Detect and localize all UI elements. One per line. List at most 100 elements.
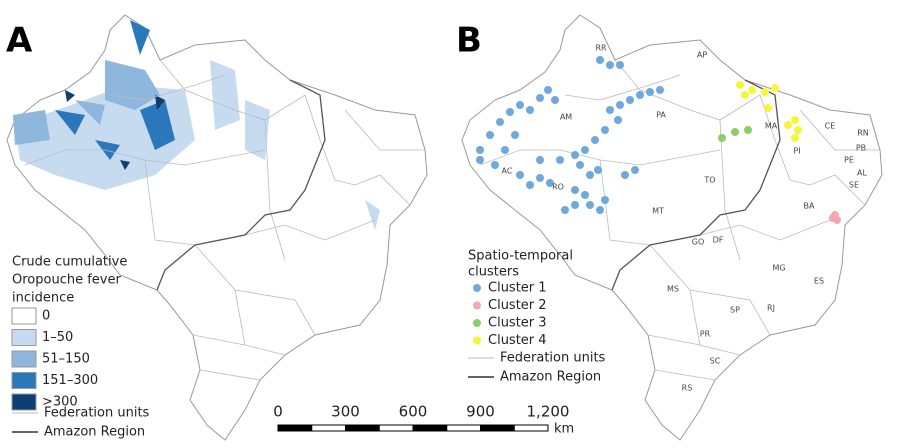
cluster-point [606,106,614,114]
legend-swatch [11,307,37,325]
cluster-point [526,106,534,114]
state-label: MG [772,264,785,273]
incidence-area [75,100,105,125]
cluster-point [764,104,772,112]
state-label: PA [656,111,666,120]
incidence-area [65,90,75,102]
cluster-point [506,108,514,116]
legend-dot [473,301,481,310]
cluster-point [581,191,589,199]
scale-segment [446,424,481,432]
scale-label: 600 [399,403,428,421]
legend-dot [473,284,481,292]
state-label: AC [502,167,513,176]
panel-label: A [6,21,33,61]
scale-segment [513,424,549,432]
scale-label: 1,200 [527,403,570,421]
cluster-point [536,174,544,182]
incidence-area [13,110,50,145]
cluster-point [736,81,744,89]
scale-segment [480,424,515,432]
cluster-point [596,206,604,214]
scale-segment [311,424,346,432]
legend-dot [473,336,481,345]
legend-swatch [11,372,37,389]
cluster-point [576,161,584,169]
cluster-point [601,196,609,204]
legend-label: Federation units [44,406,150,421]
cluster-point [486,131,494,139]
incidence-area [155,95,165,110]
legend-label: 0 [42,309,50,324]
cluster-point [601,126,609,134]
state-label: SC [710,357,721,366]
legend-label: Cluster 3 [488,316,547,331]
scale-unit: km [554,422,574,437]
cluster-point [546,179,554,187]
cluster-point [526,181,534,189]
cluster-point [748,86,756,94]
cluster-point [731,128,739,136]
cluster-point [626,96,634,104]
scale-segment [277,424,313,432]
cluster-point [551,96,559,104]
cluster-point [561,206,569,214]
state-label: AM [560,113,572,122]
cluster-point [646,88,654,96]
cluster-point [536,156,544,164]
cluster-point [791,134,799,142]
cluster-point [516,171,524,179]
state-label: SP [730,306,740,315]
cluster-point [784,121,792,129]
state-label: RS [682,384,693,393]
cluster-point [496,118,504,126]
legend-label: Cluster 1 [488,281,547,296]
cluster-point [544,86,552,94]
legend-label: >300 [42,395,78,410]
legend-label: Amazon Region [500,370,601,385]
state-label: RR [595,44,607,53]
legend-title: incidence [12,291,74,306]
incidence-area [130,20,150,55]
cluster-point [586,201,594,209]
cluster-point [621,171,629,179]
incidence-area [105,60,160,110]
legend-title: Crude cumulative [12,255,127,270]
cluster-point [571,151,579,159]
cluster-point [581,146,589,154]
cluster-point [586,171,594,179]
state-label: SE [849,181,859,190]
cluster-point [741,91,749,99]
cluster-point [771,84,779,92]
incidence-area [140,100,175,150]
legend-label: Federation units [500,351,606,366]
cluster-point [536,94,544,102]
cluster-point [761,88,769,96]
legend-title: Oropouche fever [12,273,121,288]
cluster-point [606,61,614,69]
cluster-point [614,116,622,124]
state-label: PB [856,144,866,153]
state-label: GO [692,238,705,247]
state-label: RN [857,129,869,138]
incidence-area [95,140,120,160]
legend-swatch [11,393,37,411]
legend-swatch [11,329,37,346]
incidence-area [55,110,85,135]
scale-label: 900 [466,403,495,421]
scale-segment [412,424,448,432]
state-label: PE [844,156,854,165]
cluster-point [491,161,499,169]
state-label: RO [552,183,564,192]
cluster-point [656,86,664,94]
incidence-area [120,160,130,170]
cluster-point [516,101,524,109]
legend-label: Cluster 4 [488,333,547,348]
state-label: PR [700,330,711,339]
cluster-point [591,136,599,144]
state-label: ES [814,277,824,286]
state-label: BA [804,202,815,211]
cluster-point [636,91,644,99]
